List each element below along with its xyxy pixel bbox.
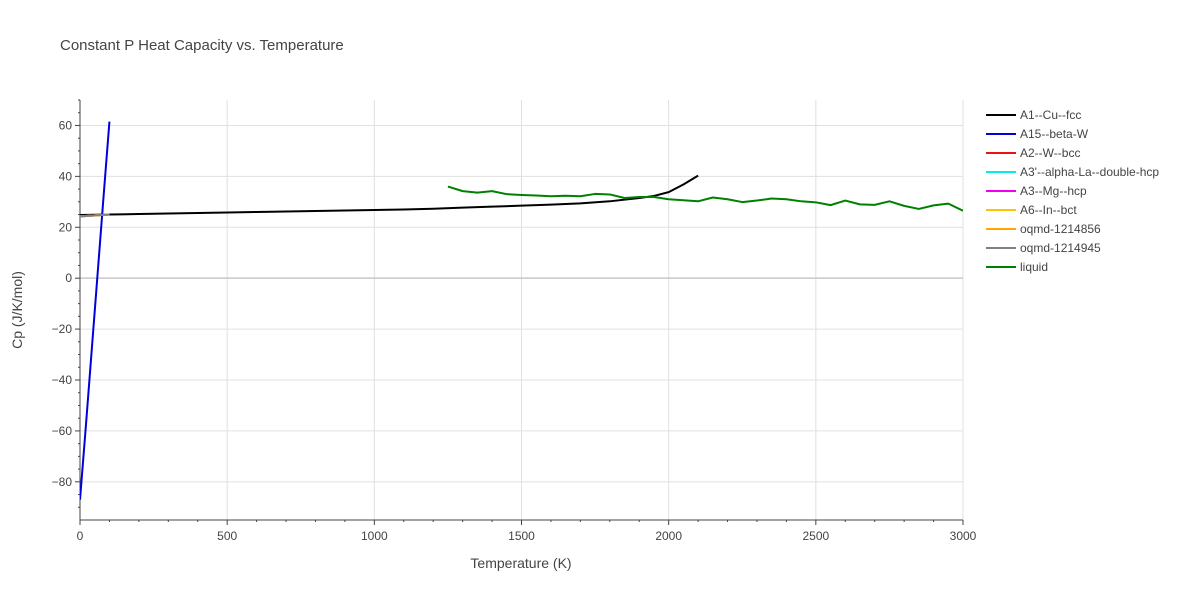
series-lines (80, 121, 963, 500)
legend: A1--Cu--fcc A15--beta-W A2--W--bcc A3'--alp… (986, 108, 1159, 274)
legend-item-oqmd-1214945[interactable]: oqmd-1214945 (986, 241, 1101, 255)
y-tick-label: 40 (59, 169, 73, 183)
x-tick-label: 500 (217, 529, 237, 543)
y-tick-label: −20 (52, 322, 73, 336)
series-line-a1-cu-fcc (80, 174, 699, 217)
legend-label: A2--W--bcc (1020, 146, 1080, 160)
legend-label: A6--In--bct (1020, 203, 1077, 217)
chart-title: Constant P Heat Capacity vs. Temperature (60, 37, 344, 54)
x-axis-title: Temperature (K) (470, 555, 571, 571)
legend-item-a2-w-bcc[interactable]: A2--W--bcc (986, 146, 1080, 160)
legend-item-a3-alpha-la-double-hcp[interactable]: A3'--alpha-La--double-hcp (986, 165, 1159, 179)
y-tick-label: −40 (52, 373, 73, 387)
series-line-liquid (447, 185, 963, 212)
x-tick-label: 1000 (361, 529, 388, 543)
x-tick-label: 1500 (508, 529, 535, 543)
series-line-a15-beta-w (80, 121, 111, 500)
y-axis-title: Cp (J/K/mol) (9, 271, 25, 349)
y-tick-label: −60 (52, 424, 73, 438)
y-tick-label: 60 (59, 118, 73, 132)
y-tick-label: 0 (65, 271, 72, 285)
legend-item-a6-in-bct[interactable]: A6--In--bct (986, 203, 1077, 217)
x-axis-ticks: 0 500 1000 1500 2000 2500 3000 (77, 520, 977, 543)
y-tick-label: −80 (52, 475, 73, 489)
legend-label: liquid (1020, 260, 1048, 274)
y-axis-ticks: −80 −60 −40 −20 0 20 40 60 (52, 99, 80, 508)
x-tick-label: 3000 (950, 529, 977, 543)
legend-label: A3--Mg--hcp (1020, 184, 1087, 198)
x-tick-label: 2000 (655, 529, 682, 543)
series-line-oqmd-1214945 (80, 213, 110, 218)
x-tick-label: 0 (77, 529, 84, 543)
legend-label: A3'--alpha-La--double-hcp (1020, 165, 1159, 179)
legend-item-a1-cu-fcc[interactable]: A1--Cu--fcc (986, 108, 1081, 122)
legend-label: oqmd-1214945 (1020, 241, 1101, 255)
legend-item-a3-mg-hcp[interactable]: A3--Mg--hcp (986, 184, 1087, 198)
legend-item-oqmd-1214856[interactable]: oqmd-1214856 (986, 222, 1101, 236)
y-tick-label: 20 (59, 220, 73, 234)
legend-item-a15-beta-w[interactable]: A15--beta-W (986, 127, 1089, 141)
legend-label: A1--Cu--fcc (1020, 108, 1081, 122)
legend-item-liquid[interactable]: liquid (986, 260, 1048, 274)
legend-label: oqmd-1214856 (1020, 222, 1101, 236)
x-tick-label: 2500 (802, 529, 829, 543)
grid-lines (80, 100, 964, 520)
legend-label: A15--beta-W (1020, 127, 1089, 141)
